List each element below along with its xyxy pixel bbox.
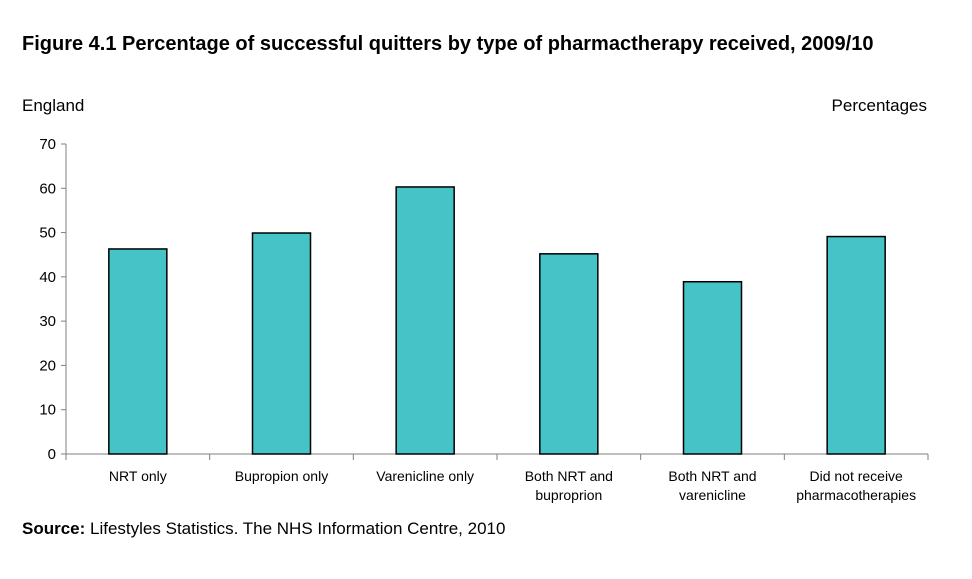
source-text: Lifestyles Statistics. The NHS Informati… bbox=[85, 519, 506, 538]
units-label: Percentages bbox=[831, 96, 927, 115]
y-tick-label: 20 bbox=[39, 357, 56, 374]
x-category-label: Did not receive bbox=[809, 468, 903, 484]
chart-title: Figure 4.1 Percentage of successful quit… bbox=[22, 33, 874, 55]
x-category-label: pharmacotherapies bbox=[796, 487, 916, 503]
y-tick-label: 30 bbox=[39, 313, 56, 330]
y-tick-label: 40 bbox=[39, 269, 56, 286]
source-note: Source: Lifestyles Statistics. The NHS I… bbox=[22, 519, 505, 539]
x-category-label: varenicline bbox=[679, 487, 746, 503]
bar bbox=[251, 232, 312, 455]
x-category-label: NRT only bbox=[109, 468, 167, 484]
source-label: Source: bbox=[22, 519, 86, 538]
x-category-label: Varenicline only bbox=[376, 468, 474, 484]
x-category-label: buproprion bbox=[535, 487, 602, 503]
x-category-label: Both NRT and bbox=[525, 468, 613, 484]
x-category-label: Bupropion only bbox=[235, 468, 328, 484]
bar bbox=[826, 235, 886, 455]
bar bbox=[108, 248, 168, 455]
y-tick-label: 70 bbox=[39, 136, 56, 153]
y-tick-label: 60 bbox=[39, 180, 56, 197]
bar bbox=[682, 280, 743, 455]
region-label: England bbox=[22, 96, 85, 115]
x-category-label: Both NRT and bbox=[668, 468, 756, 484]
y-tick-label: 50 bbox=[39, 225, 56, 242]
y-tick-label: 10 bbox=[39, 402, 56, 419]
bar bbox=[395, 186, 455, 455]
y-tick-label: 0 bbox=[48, 446, 56, 463]
bar bbox=[539, 253, 599, 455]
